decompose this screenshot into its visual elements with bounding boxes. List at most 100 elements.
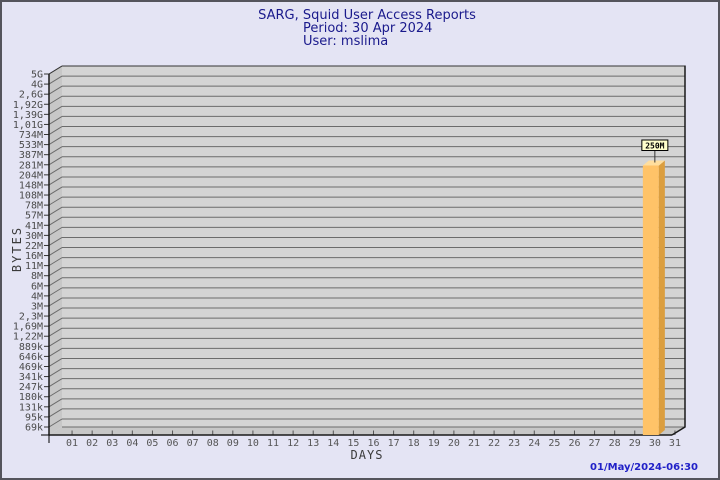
y-tick-label: 69k — [25, 423, 43, 434]
gridline-wall-segment — [48, 116, 63, 125]
gridline-wall-segment — [48, 237, 63, 246]
x-tick-label: 16 — [367, 438, 379, 449]
gridline-wall-segment — [48, 287, 63, 297]
x-tick-label: 14 — [327, 438, 339, 449]
y-tick-label: 22M — [25, 241, 43, 252]
gridline-wall-segment — [48, 85, 63, 95]
x-tick-label: 10 — [247, 438, 259, 449]
x-tick-label: 22 — [488, 438, 500, 449]
floor-corner-edge — [671, 426, 686, 436]
x-tick-label: 12 — [287, 438, 299, 449]
gridline-wall-segment — [48, 418, 63, 428]
y-tick-label: 108M — [19, 191, 43, 202]
x-tick-label: 31 — [669, 438, 681, 449]
x-tick-label: 19 — [428, 438, 440, 449]
x-tick-label: 28 — [609, 438, 621, 449]
y-tick-label: 57M — [25, 211, 43, 222]
y-tick-label: 95k — [25, 412, 43, 423]
x-tick-label: 20 — [448, 438, 460, 449]
y-tick-label: 148M — [19, 180, 43, 191]
bar-value-label: 250M — [645, 142, 664, 151]
y-tick-label: 469k — [19, 362, 43, 373]
x-tick-label: 15 — [347, 438, 359, 449]
gridline-wall-segment — [48, 358, 63, 367]
y-tick-label: 1,01G — [13, 120, 43, 131]
gridline-wall-segment — [48, 196, 63, 206]
x-tick-label: 18 — [408, 438, 420, 449]
y-tick-label: 204M — [19, 170, 43, 181]
gridline-wall-segment — [48, 297, 63, 307]
y-tick-label: 2,6G — [19, 90, 43, 101]
x-tick-label: 13 — [307, 438, 319, 449]
gridline-wall-segment — [48, 216, 63, 226]
y-tick-label: 734M — [19, 130, 43, 141]
gridline-wall-segment — [48, 378, 63, 388]
x-tick-label: 24 — [528, 438, 540, 449]
gridline-wall-segment — [48, 408, 63, 418]
x-tick-label: 07 — [187, 438, 199, 449]
y-tick-label: 1,92G — [13, 100, 43, 111]
report-period: Period: 30 Apr 2024 — [303, 21, 433, 36]
y-axis-title: BYTES — [10, 225, 24, 273]
gridline-wall-segment — [48, 327, 63, 337]
gridline-wall-segment — [48, 176, 63, 186]
y-tick-label: 4G — [31, 80, 43, 91]
x-tick-label: 21 — [468, 438, 480, 449]
y-tick-label: 11M — [25, 261, 43, 272]
y-tick-label: 16M — [25, 251, 43, 262]
y-tick-label: 247k — [19, 382, 43, 393]
x-tick-label: 11 — [267, 438, 279, 449]
gridline-wall-segment — [48, 317, 63, 327]
y-tick-label: 8M — [31, 271, 43, 282]
y-tick-label: 387M — [19, 150, 43, 161]
x-tick-label: 03 — [106, 438, 118, 449]
y-tick-label: 4M — [31, 291, 43, 302]
gridline-wall-segment — [48, 126, 63, 135]
gridline-wall-segment — [48, 347, 63, 357]
generation-timestamp: 01/May/2024-06:30 — [590, 462, 698, 473]
gridline-wall-segment — [48, 368, 63, 377]
y-tick-label: 30M — [25, 231, 43, 242]
bar-side-face — [658, 160, 665, 435]
x-tick-label: 27 — [589, 438, 601, 449]
gridline-wall-segment — [48, 337, 63, 347]
y-tick-label: 180k — [19, 392, 43, 403]
x-axis-title: DAYS — [350, 448, 384, 462]
plot-back-panel — [62, 66, 685, 427]
y-tick-label: 78M — [25, 201, 43, 212]
gridline-wall-segment — [48, 398, 63, 408]
gridline-wall-segment — [48, 247, 63, 256]
gridline-wall-segment — [48, 166, 63, 176]
x-tick-label: 05 — [146, 438, 158, 449]
y-tick-label: 131k — [19, 402, 43, 413]
y-tick-label: 341k — [19, 372, 43, 383]
y-tick-label: 533M — [19, 140, 43, 151]
y-tick-label: 2,3M — [19, 312, 43, 323]
gridline-wall-segment — [48, 146, 63, 156]
y-tick-label: 281M — [19, 160, 43, 171]
plot-floor — [49, 427, 685, 435]
x-tick-label: 26 — [568, 438, 580, 449]
bar-top-face — [642, 160, 665, 166]
wall-top-edge — [48, 65, 63, 75]
x-tick-label: 25 — [548, 438, 560, 449]
gridline-wall-segment — [48, 156, 63, 166]
bar-front-face — [642, 165, 659, 435]
x-tick-label: 17 — [388, 438, 400, 449]
y-tick-label: 1,22M — [13, 332, 43, 343]
y-tick-label: 6M — [31, 281, 43, 292]
y-tick-label: 3M — [31, 301, 43, 312]
gridline-wall-segment — [48, 388, 63, 398]
gridline-wall-segment — [48, 105, 63, 115]
x-tick-label: 06 — [167, 438, 179, 449]
x-tick-label: 08 — [207, 438, 219, 449]
x-tick-label: 09 — [227, 438, 239, 449]
report-title: SARG, Squid User Access Reports — [258, 8, 476, 23]
y-tick-label: 646k — [19, 352, 43, 363]
gridline-wall-segment — [48, 136, 63, 146]
gridline-wall-segment — [48, 75, 63, 85]
x-tick-label: 01 — [66, 438, 78, 449]
gridline-wall-segment — [48, 226, 63, 236]
gridline-wall-segment — [48, 257, 63, 267]
